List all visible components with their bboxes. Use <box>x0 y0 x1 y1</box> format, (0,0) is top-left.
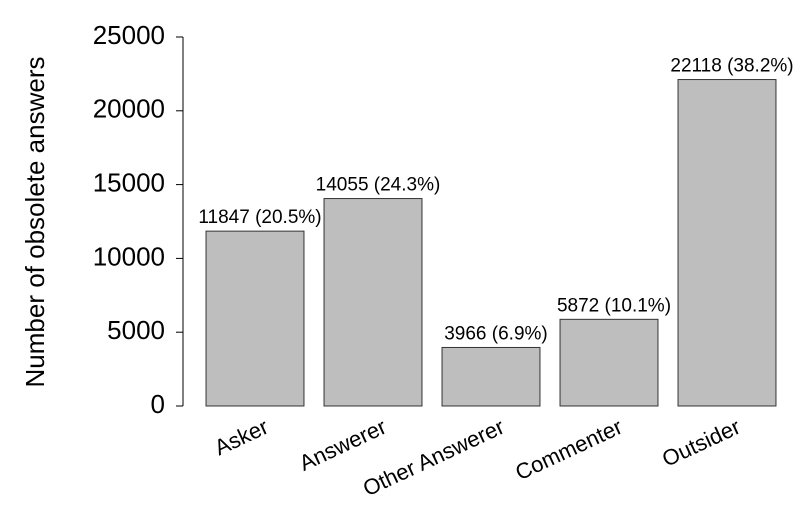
y-tick-label: 5000 <box>107 315 165 345</box>
bar <box>677 79 777 407</box>
y-tick-label: 25000 <box>93 20 165 50</box>
x-tick-label: Asker <box>211 414 273 460</box>
value-label: 14055 (24.3%) <box>316 175 441 196</box>
value-label: 3966 (6.9%) <box>444 323 548 344</box>
bar <box>205 230 305 407</box>
value-label: 22118 (38.2%) <box>670 56 793 77</box>
value-label: 11847 (20.5%) <box>198 207 321 228</box>
bar <box>323 198 423 407</box>
value-label: 5872 (10.1%) <box>557 295 671 316</box>
bar <box>441 346 541 407</box>
y-axis-label: Number of obsolete answers <box>20 57 50 388</box>
y-tick-label: 10000 <box>93 241 165 271</box>
x-tick-label: Outsider <box>658 414 744 472</box>
y-tick-label: 15000 <box>93 167 165 197</box>
x-tick-label: Answerer <box>295 414 390 476</box>
x-tick-label: Commenter <box>511 414 626 485</box>
y-tick-label: 0 <box>151 389 165 419</box>
bar <box>559 318 659 407</box>
y-tick-label: 20000 <box>93 94 165 124</box>
